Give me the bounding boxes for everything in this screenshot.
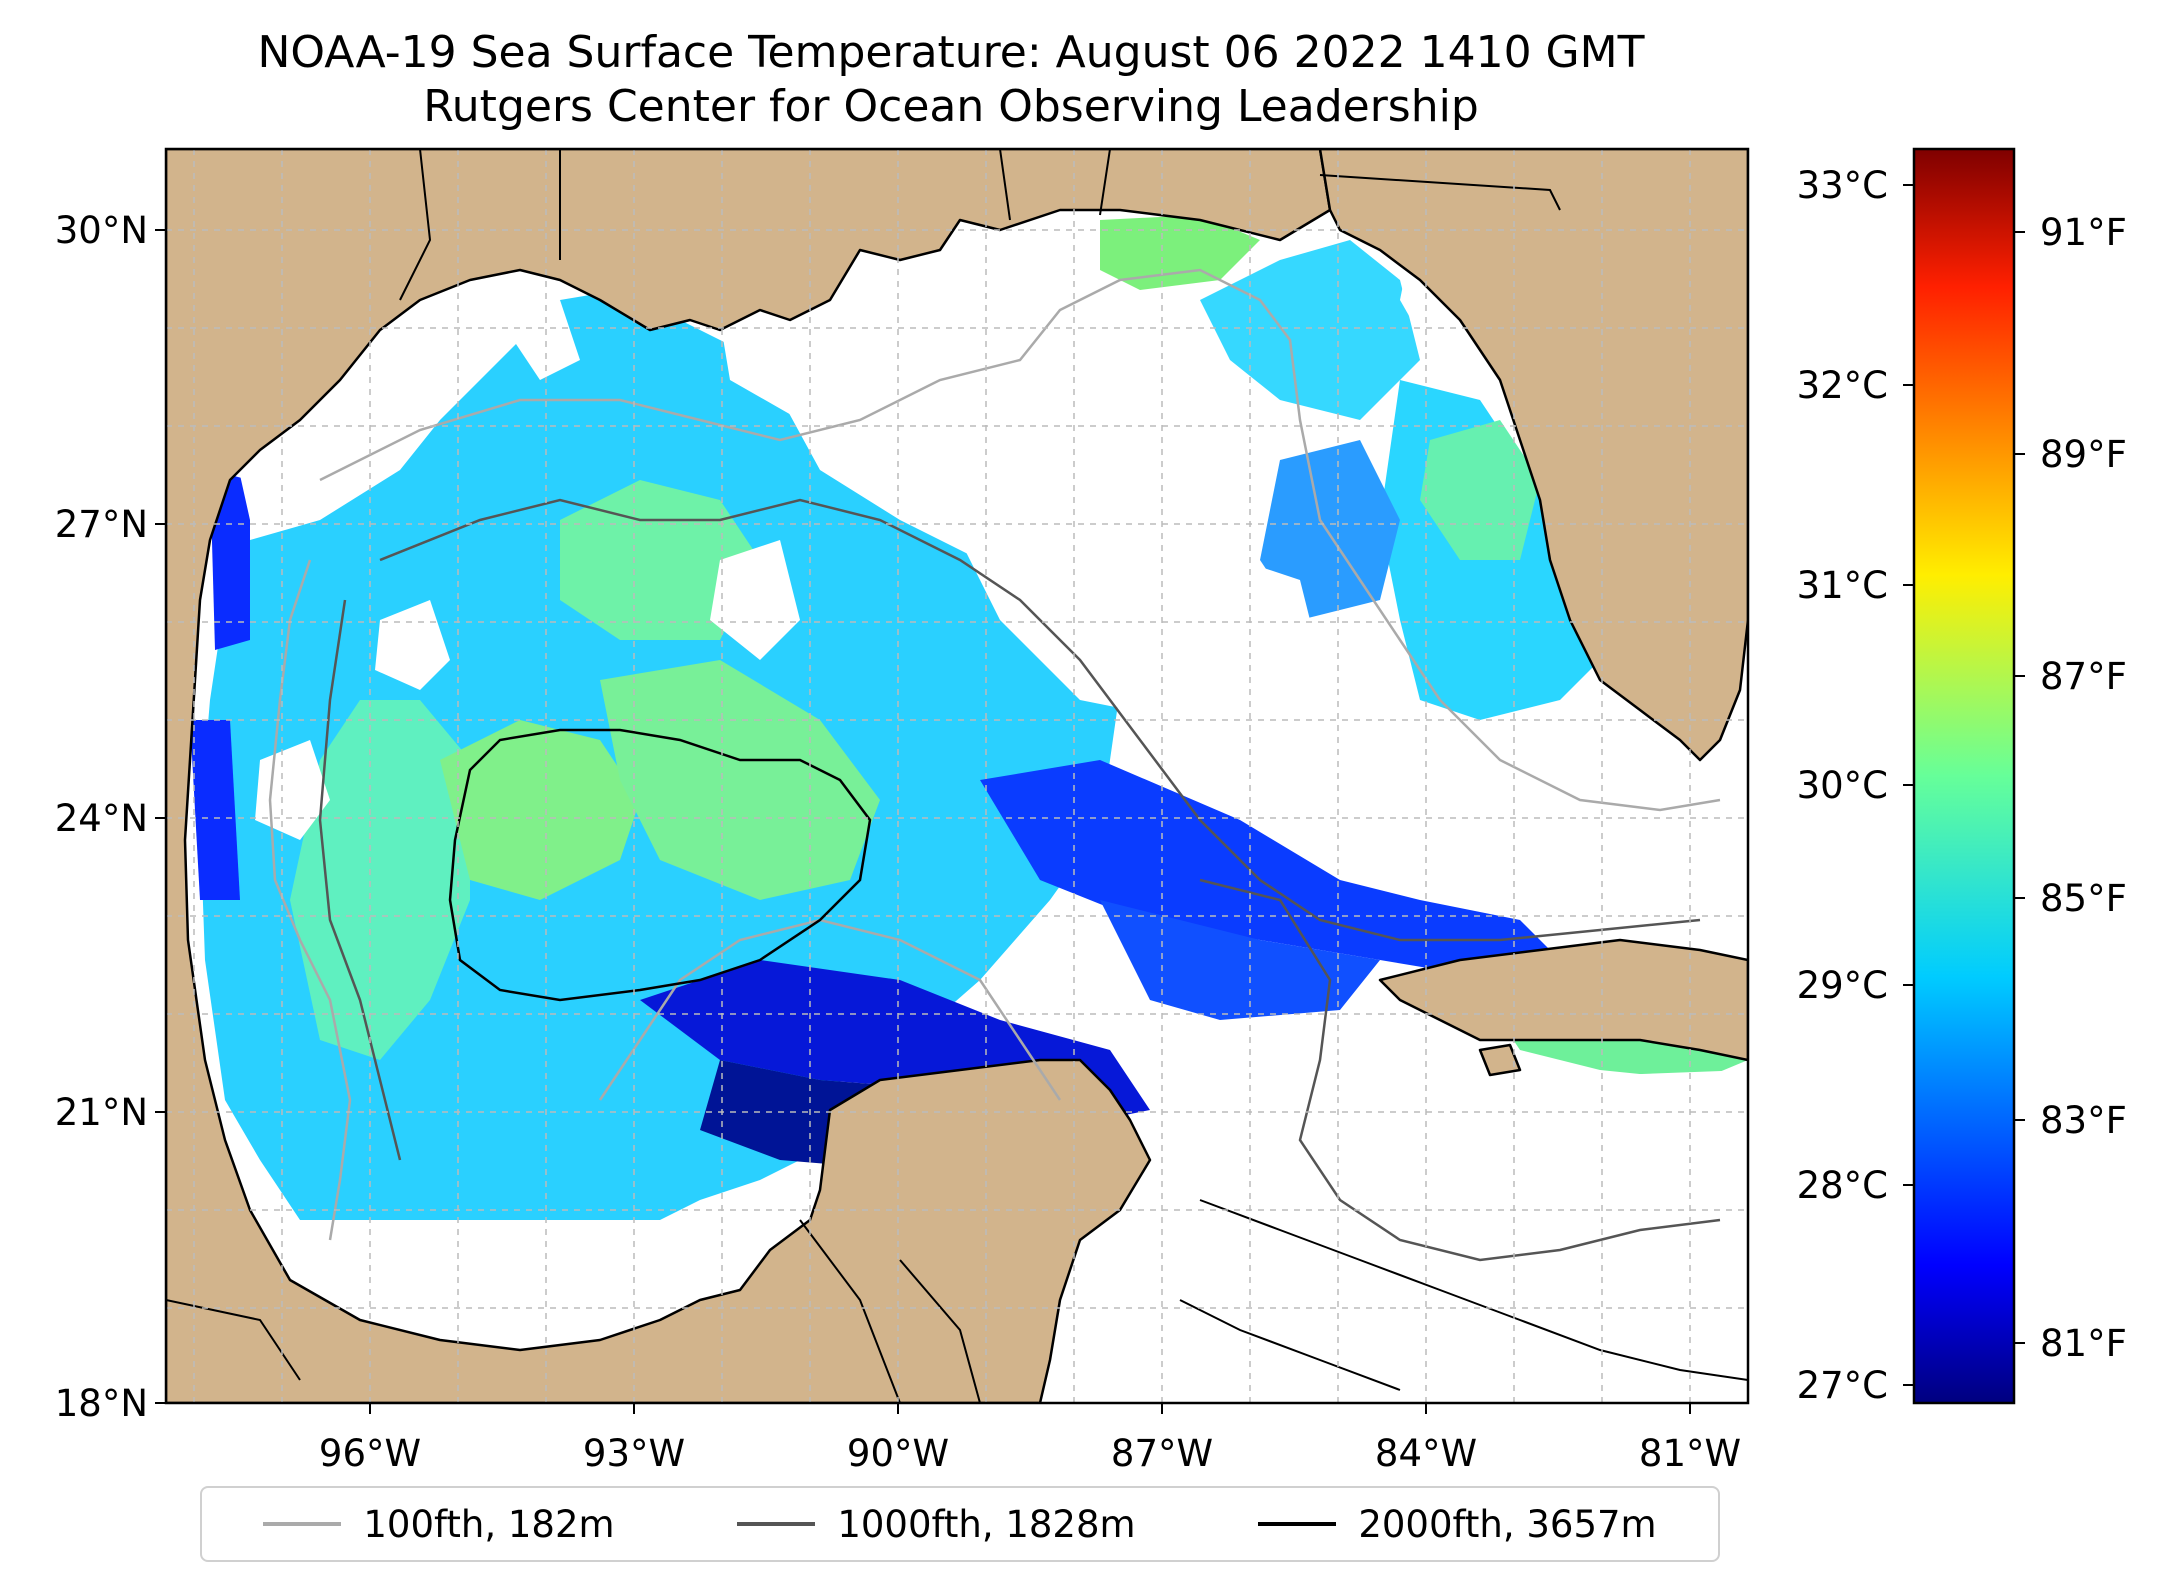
lon-tick-label: 87°W xyxy=(1111,1432,1213,1475)
lat-tick-label: 24°N xyxy=(55,797,148,840)
lat-tick-label: 27°N xyxy=(55,503,148,546)
celsius-tick-label: 32°C xyxy=(1797,364,1888,407)
title-line-1: NOAA-19 Sea Surface Temperature: August … xyxy=(257,27,1645,78)
lon-tick-label: 84°W xyxy=(1375,1432,1477,1475)
fahrenheit-tick-label: 91°F xyxy=(2040,211,2127,254)
legend-entry-100fth: 100fth, 182m xyxy=(263,1502,615,1546)
celsius-tick-label: 31°C xyxy=(1797,564,1888,607)
celsius-tick-label: 33°C xyxy=(1797,164,1888,207)
celsius-tick-label: 28°C xyxy=(1797,1164,1888,1207)
map-frame xyxy=(164,147,1750,1405)
legend-label: 1000fth, 1828m xyxy=(837,1502,1136,1546)
contour-legend: 100fth, 182m 1000fth, 1828m 2000fth, 365… xyxy=(200,1486,1720,1562)
legend-line-swatch xyxy=(1258,1522,1337,1526)
fahrenheit-tick-label: 81°F xyxy=(2040,1322,2127,1365)
colorbar xyxy=(1912,147,2016,1405)
lon-tick-marks xyxy=(155,229,1691,1414)
land-layer xyxy=(166,149,1748,1403)
fahrenheit-tick-label: 87°F xyxy=(2040,655,2127,698)
lon-tick-label: 81°W xyxy=(1639,1432,1741,1475)
bathymetry-contours xyxy=(268,268,1748,1391)
fahrenheit-tick-label: 89°F xyxy=(2040,433,2127,476)
political-borders xyxy=(166,149,1561,1403)
legend-label: 2000fth, 3657m xyxy=(1358,1502,1657,1546)
gridlines xyxy=(166,149,1748,1403)
lat-tick-label: 30°N xyxy=(55,209,148,252)
fahrenheit-tick-label: 83°F xyxy=(2040,1099,2127,1142)
legend-entry-2000fth: 2000fth, 3657m xyxy=(1258,1502,1657,1546)
lon-tick-label: 96°W xyxy=(319,1432,421,1475)
celsius-tick-marks xyxy=(1903,184,1914,1386)
fahrenheit-tick-label: 85°F xyxy=(2040,877,2127,920)
lat-tick-label: 18°N xyxy=(55,1382,148,1425)
legend-line-swatch xyxy=(263,1522,342,1526)
legend-label: 100fth, 182m xyxy=(363,1502,615,1546)
celsius-tick-label: 29°C xyxy=(1797,964,1888,1007)
legend-line-swatch xyxy=(737,1522,816,1526)
map-plot-area xyxy=(166,149,1748,1403)
lon-tick-label: 90°W xyxy=(847,1432,949,1475)
legend-entry-1000fth: 1000fth, 1828m xyxy=(737,1502,1136,1546)
fahrenheit-tick-marks xyxy=(2014,231,2025,1344)
lon-tick-label: 93°W xyxy=(583,1432,685,1475)
celsius-tick-label: 27°C xyxy=(1797,1364,1888,1407)
title-line-2: Rutgers Center for Ocean Observing Leade… xyxy=(423,81,1479,132)
lat-tick-label: 21°N xyxy=(55,1091,148,1134)
celsius-tick-label: 30°C xyxy=(1797,764,1888,807)
